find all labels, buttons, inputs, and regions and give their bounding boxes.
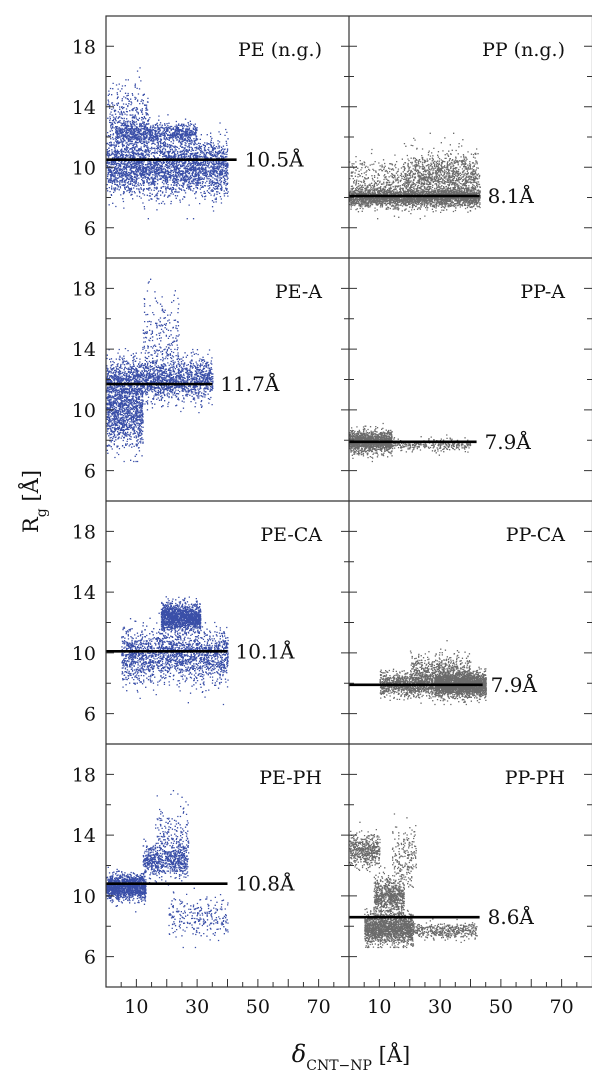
scatter-cluster-pp-ph-2	[349, 821, 381, 874]
scatter-cluster-pe-ca-0	[160, 596, 202, 639]
y-axis-title: Rg [Å]	[18, 470, 50, 533]
xtick-label: 10	[367, 996, 391, 1018]
panel-label-pe-ph: PE-PH	[259, 767, 322, 789]
ytick-label: 6	[84, 704, 96, 726]
mean-label-pp-a: 7.9Å	[485, 429, 532, 454]
xlabel-sub: CNT−NP	[306, 1058, 372, 1074]
mean-label-pp-ph: 8.6Å	[488, 904, 535, 929]
labels-layer: 10.5Å PE (n.g.) 8.1Å PP (n.g.) 11.7Å PE-A 7.9Å…	[220, 39, 565, 929]
ylabel-main: R	[19, 516, 43, 533]
panel-frames-layer	[105, 15, 592, 988]
xtick-label: 10	[124, 996, 148, 1018]
scatter-cluster-pp-a-1	[385, 434, 472, 456]
mean-label-pe-ph: 10.8Å	[236, 871, 296, 896]
scatter-cluster-pp-ph-0	[364, 908, 415, 949]
xtick-label: 70	[550, 996, 574, 1018]
mean-label-pe-n-g: 10.5Å	[245, 147, 305, 172]
ytick-label: 18	[72, 521, 96, 543]
xlabel-unit: [Å]	[372, 1042, 410, 1067]
ylabel-sub: g	[34, 508, 50, 517]
panel-label-pp-n-g: PP (n.g.)	[482, 39, 565, 61]
ytick-label: 14	[72, 825, 96, 847]
panel-label-pp-a: PP-A	[520, 281, 565, 303]
scatter-cluster-pp-ph-3	[412, 918, 478, 944]
ticks-layer: 6 10 14 18 6 10 14 18 6 10 14 18 6 10 14 18 10 30 50 70 10 30…	[72, 36, 592, 1018]
ytick-label: 6	[84, 461, 96, 483]
panel-label-pe-ca: PE-CA	[260, 524, 322, 546]
scatter-cluster-pp-ph-1	[373, 865, 405, 922]
ytick-label: 18	[72, 36, 96, 58]
scatter-cluster-pe-a-2	[142, 278, 180, 411]
xtick-label: 70	[307, 996, 331, 1018]
scatter-cluster-pp-ph-4	[391, 813, 417, 904]
scatter-cluster-pp-ca-2	[409, 640, 472, 694]
ytick-label: 6	[84, 947, 96, 969]
scatter-cluster-pe-n-g-2	[106, 67, 150, 185]
points-layer	[106, 67, 487, 949]
scatter-cluster-pe-ph-2	[154, 790, 190, 900]
panel-label-pp-ca: PP-CA	[506, 524, 565, 546]
ytick-label: 10	[72, 157, 96, 179]
ytick-label: 18	[72, 278, 96, 300]
scatter-cluster-pe-ph-0	[106, 866, 147, 913]
scatter-cluster-pe-n-g-0	[106, 115, 229, 220]
ytick-label: 14	[72, 582, 96, 604]
scatter-cluster-pp-n-g-0	[349, 183, 481, 215]
mean-lines-layer	[106, 158, 483, 919]
xtick-label: 50	[246, 996, 270, 1018]
scatter-cluster-pe-a-0	[106, 344, 214, 414]
xlabel-main: δ	[292, 1040, 306, 1068]
panel-label-pp-ph: PP-PH	[505, 767, 565, 789]
scatter-cluster-pe-a-1	[106, 347, 144, 463]
panel-label-pe-n-g: PE (n.g.)	[238, 39, 322, 61]
ytick-label: 18	[72, 764, 96, 786]
ytick-label: 6	[84, 218, 96, 240]
ytick-label: 10	[72, 400, 96, 422]
xtick-label: 30	[185, 996, 209, 1018]
mean-label-pp-ca: 7.9Å	[491, 672, 538, 697]
mean-label-pe-a: 11.7Å	[220, 371, 280, 396]
mean-label-pp-n-g: 8.1Å	[488, 183, 535, 208]
panel-label-pe-a: PE-A	[275, 281, 322, 303]
scatter-cluster-pp-n-g-2	[403, 132, 478, 206]
ytick-label: 14	[72, 339, 96, 361]
ylabel-unit: [Å]	[18, 470, 43, 508]
mean-label-pe-ca: 10.1Å	[236, 638, 296, 663]
ytick-label: 14	[72, 97, 96, 119]
xtick-label: 30	[428, 996, 452, 1018]
x-axis-title: δCNT−NP [Å]	[292, 1040, 410, 1074]
ytick-label: 10	[72, 886, 96, 908]
scatter-cluster-pp-n-g-1	[349, 146, 481, 220]
ytick-label: 10	[72, 643, 96, 665]
scatter-cluster-pe-n-g-1	[115, 114, 199, 152]
scatter-cluster-pe-ph-3	[168, 887, 229, 949]
xtick-label: 50	[489, 996, 513, 1018]
scatter-cluster-pe-ph-1	[142, 838, 190, 884]
